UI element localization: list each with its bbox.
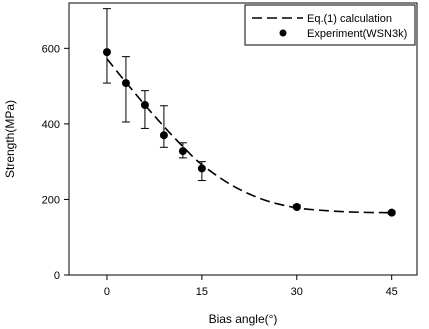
y-tick-label: 200	[42, 194, 60, 206]
experiment-point	[197, 164, 206, 173]
legend-marker-experiment	[279, 29, 287, 37]
legend-box	[244, 4, 416, 46]
experiment-points	[102, 48, 396, 217]
legend-label-calculation: Eq.(1) calculation	[307, 13, 392, 25]
y-tick-label: 400	[42, 119, 60, 131]
x-axis-label: Bias angle(°)	[209, 312, 278, 326]
x-tick-label: 45	[386, 286, 398, 298]
legend: Eq.(1) calculation Experiment(WSN3k)	[244, 4, 416, 46]
y-tick-label: 600	[42, 43, 60, 55]
x-tick-label: 30	[291, 286, 303, 298]
y-axis-label: Strength(MPa)	[3, 100, 17, 178]
experiment-point	[140, 101, 149, 109]
x-tick-label: 0	[104, 286, 110, 298]
experiment-point	[102, 48, 111, 57]
plot-area	[68, 2, 418, 276]
calculation-curve	[106, 58, 392, 214]
y-tick-label: 0	[54, 270, 60, 282]
x-axis-ticks: 0 15 30 45	[104, 275, 398, 298]
experiment-point	[159, 131, 168, 140]
legend-label-experiment: Experiment(WSN3k)	[307, 28, 407, 40]
experiment-point	[292, 203, 301, 211]
experiment-point	[178, 147, 187, 156]
experiment-point	[121, 79, 130, 88]
plot-frame	[68, 2, 418, 276]
x-tick-label: 15	[196, 286, 208, 298]
y-axis-ticks: 0 200 400 600	[42, 43, 69, 282]
experiment-point	[387, 208, 396, 217]
